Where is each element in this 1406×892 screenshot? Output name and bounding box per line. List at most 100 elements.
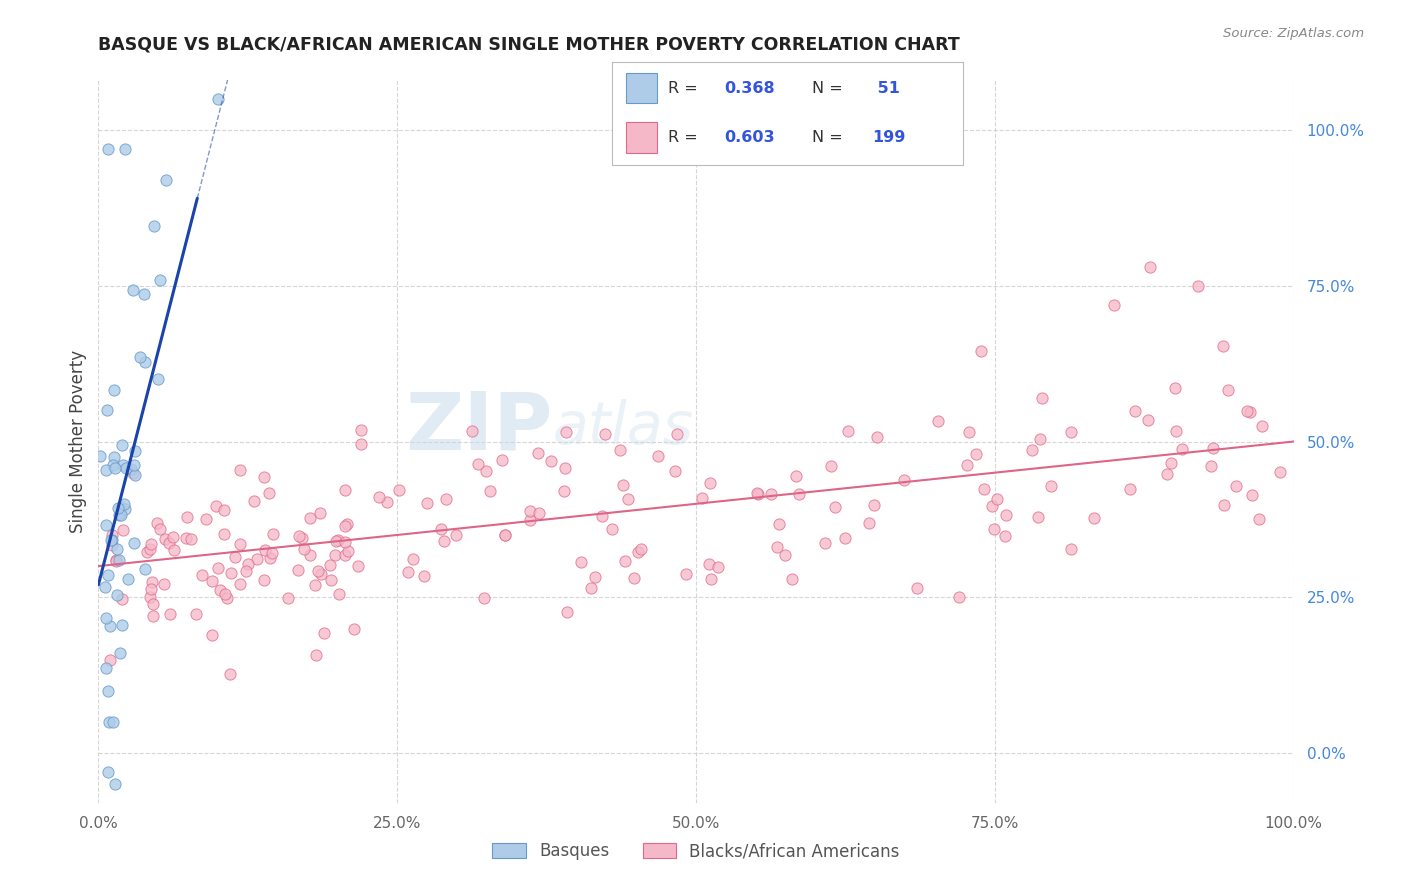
Point xyxy=(176,509,198,524)
Point xyxy=(494,528,516,542)
Point xyxy=(1236,403,1258,417)
Point xyxy=(519,513,541,527)
Point xyxy=(675,566,697,581)
Point xyxy=(627,545,650,559)
Point xyxy=(759,486,782,500)
Point xyxy=(494,527,516,541)
Point xyxy=(994,529,1017,543)
Point xyxy=(1083,510,1105,524)
Point xyxy=(103,383,125,397)
Point xyxy=(814,536,837,550)
Point xyxy=(304,578,326,592)
Point xyxy=(97,714,120,729)
Point xyxy=(97,142,120,156)
Point xyxy=(335,518,357,533)
Point xyxy=(134,355,156,369)
Point xyxy=(224,550,246,565)
Point xyxy=(94,580,117,594)
Point xyxy=(527,446,550,460)
Point xyxy=(1029,433,1052,447)
Point xyxy=(583,570,606,584)
Point xyxy=(96,403,118,417)
Point xyxy=(333,483,356,497)
Text: N =: N = xyxy=(813,130,842,145)
Point xyxy=(94,660,117,674)
Point xyxy=(980,499,1002,513)
FancyBboxPatch shape xyxy=(626,122,658,153)
Point xyxy=(479,484,502,499)
Point xyxy=(527,506,550,520)
Point xyxy=(1119,482,1142,496)
Text: 51: 51 xyxy=(872,80,900,95)
Point xyxy=(540,454,562,468)
Point xyxy=(983,522,1005,536)
Point xyxy=(927,414,949,428)
Point xyxy=(100,653,122,667)
Point xyxy=(905,581,928,595)
Point xyxy=(97,764,120,779)
Point xyxy=(773,549,796,563)
Point xyxy=(260,546,283,560)
Point xyxy=(298,548,321,562)
Point xyxy=(957,425,980,439)
Point xyxy=(112,523,135,537)
Point xyxy=(1164,424,1187,438)
Point xyxy=(204,499,226,513)
Point xyxy=(110,508,132,522)
Point xyxy=(789,487,811,501)
Point xyxy=(103,458,125,473)
Point xyxy=(1268,465,1291,479)
Point xyxy=(368,491,391,505)
Point xyxy=(699,475,721,490)
Point xyxy=(111,591,134,606)
Point xyxy=(973,482,995,496)
Point xyxy=(994,508,1017,522)
Point xyxy=(142,609,165,624)
Text: 199: 199 xyxy=(872,130,905,145)
Point xyxy=(120,462,142,476)
Point xyxy=(287,563,309,577)
Point xyxy=(101,528,124,542)
Point xyxy=(866,430,889,444)
Point xyxy=(780,572,803,586)
Point xyxy=(785,469,807,483)
Point xyxy=(214,587,236,601)
Point xyxy=(103,450,125,464)
Point xyxy=(664,465,686,479)
Point xyxy=(97,568,120,582)
Point xyxy=(101,533,124,547)
Point xyxy=(837,424,859,438)
Point xyxy=(1021,442,1043,457)
Point xyxy=(472,591,495,605)
Point xyxy=(141,582,163,596)
Point xyxy=(350,423,373,437)
Point xyxy=(430,522,453,536)
Point xyxy=(101,714,124,729)
Point xyxy=(862,498,884,512)
Point xyxy=(1239,405,1261,419)
Point xyxy=(253,573,276,587)
Point xyxy=(609,443,631,458)
Point xyxy=(375,494,398,508)
Point xyxy=(292,541,315,556)
Point xyxy=(107,508,129,522)
Point xyxy=(122,283,145,297)
Text: Source: ZipAtlas.com: Source: ZipAtlas.com xyxy=(1223,27,1364,40)
Point xyxy=(1216,384,1239,398)
Point xyxy=(1060,542,1083,557)
Point xyxy=(416,496,439,510)
Point xyxy=(1249,511,1271,525)
Point xyxy=(965,447,987,461)
Point xyxy=(309,506,332,520)
Point xyxy=(1187,278,1209,293)
Point xyxy=(1026,509,1049,524)
Point xyxy=(107,500,129,515)
Point xyxy=(591,508,613,523)
Point xyxy=(155,173,177,187)
Point xyxy=(124,468,146,483)
Point xyxy=(277,591,299,606)
Point xyxy=(146,372,169,386)
Point xyxy=(145,516,167,531)
Point xyxy=(444,528,467,542)
Point xyxy=(94,610,117,624)
